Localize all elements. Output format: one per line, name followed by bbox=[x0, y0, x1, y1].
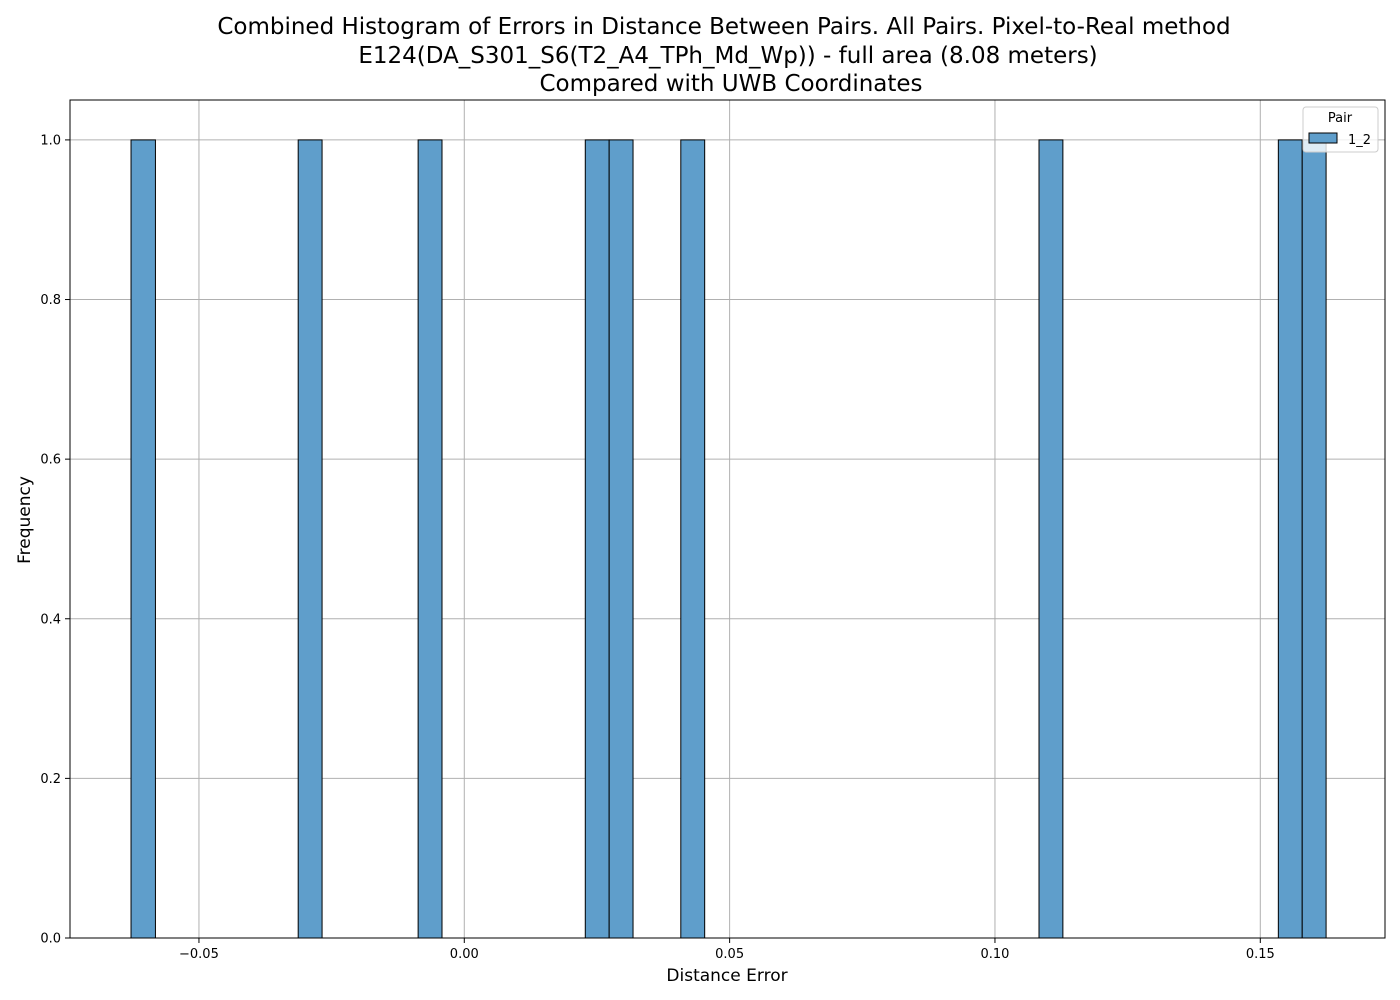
y-axis-label: Frequency bbox=[15, 476, 35, 564]
histogram-bars bbox=[130, 139, 1327, 939]
histogram-bar bbox=[417, 139, 443, 939]
x-tick-label: 0.15 bbox=[1246, 947, 1275, 962]
x-tick-label: 0.10 bbox=[980, 947, 1009, 962]
legend-swatch-1_2 bbox=[1308, 132, 1338, 144]
y-tick-label: 1.0 bbox=[40, 133, 61, 148]
chart-title-line-1: Combined Histogram of Errors in Distance… bbox=[217, 14, 1230, 40]
x-axis-ticks: −0.05 0.00 0.05 0.10 0.15 bbox=[179, 938, 1275, 962]
histogram-bar bbox=[130, 139, 156, 939]
chart-title-line-3: Compared with UWB Coordinates bbox=[539, 71, 922, 97]
x-tick-label: −0.05 bbox=[179, 947, 219, 962]
chart-title-line-2: E124(DA_S301_S6(T2_A4_TPh_Md_Wp)) - full… bbox=[358, 43, 1097, 69]
x-tick-label: 0.00 bbox=[450, 947, 479, 962]
histogram-bar bbox=[297, 139, 323, 939]
y-axis-ticks: 0.0 0.2 0.4 0.6 0.8 1.0 bbox=[40, 133, 70, 947]
y-tick-label: 0.8 bbox=[40, 293, 61, 308]
chart-title: Combined Histogram of Errors in Distance… bbox=[217, 14, 1230, 97]
histogram-bar bbox=[608, 139, 634, 939]
legend: Pair 1_2 bbox=[1302, 106, 1379, 153]
histogram-bar bbox=[1277, 139, 1303, 939]
histogram-bar bbox=[584, 139, 610, 939]
histogram-bar bbox=[680, 139, 706, 939]
y-tick-label: 0.4 bbox=[40, 612, 61, 627]
y-tick-label: 0.2 bbox=[40, 772, 61, 787]
grid bbox=[70, 100, 1385, 939]
legend-title: Pair bbox=[1328, 111, 1353, 126]
histogram-bar bbox=[1301, 139, 1327, 939]
plot-area-frame bbox=[69, 99, 1386, 939]
legend-entry-1_2: 1_2 bbox=[1348, 133, 1371, 148]
histogram-bar bbox=[1038, 139, 1064, 939]
x-axis-label: Distance Error bbox=[666, 966, 787, 986]
y-tick-label: 0.0 bbox=[40, 932, 61, 947]
x-tick-label: 0.05 bbox=[715, 947, 744, 962]
y-tick-label: 0.6 bbox=[40, 453, 61, 468]
